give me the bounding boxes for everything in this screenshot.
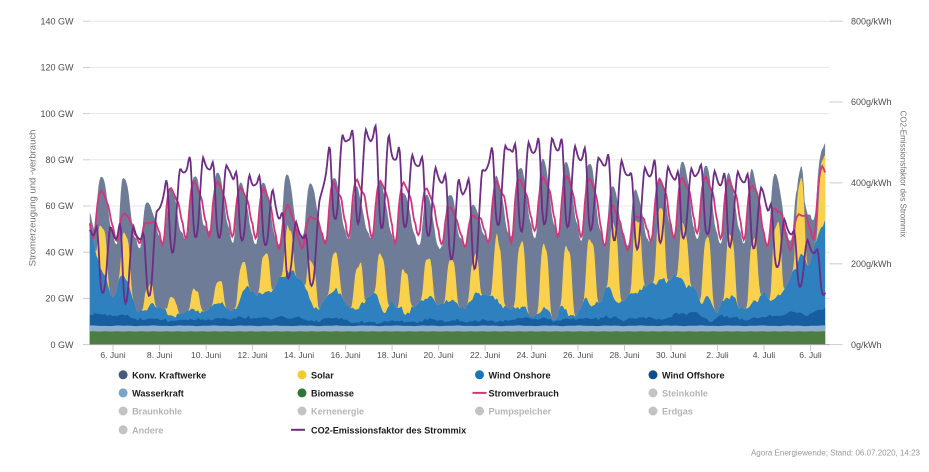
svg-text:140 GW: 140 GW — [40, 16, 74, 26]
svg-text:Wind Offshore: Wind Offshore — [662, 370, 725, 380]
svg-text:200g/kWh: 200g/kWh — [851, 259, 892, 269]
svg-text:Konv. Kraftwerke: Konv. Kraftwerke — [132, 370, 206, 380]
svg-text:40 GW: 40 GW — [45, 247, 74, 257]
svg-text:Wind Onshore: Wind Onshore — [489, 370, 551, 380]
svg-text:CO2-Emissionsfaktor des Stromm: CO2-Emissionsfaktor des Strommix — [311, 425, 466, 435]
svg-text:6. Juni: 6. Juni — [100, 350, 125, 360]
svg-text:0 GW: 0 GW — [50, 340, 74, 350]
svg-text:2. Juli: 2. Juli — [706, 350, 729, 360]
svg-text:30. Juni: 30. Juni — [656, 350, 686, 360]
svg-text:4. Juli: 4. Juli — [753, 350, 776, 360]
svg-text:18. Juni: 18. Juni — [377, 350, 407, 360]
svg-text:16. Juni: 16. Juni — [331, 350, 361, 360]
svg-text:Wasserkraft: Wasserkraft — [132, 388, 184, 398]
svg-text:28. Juni: 28. Juni — [609, 350, 639, 360]
svg-text:Pumpspeicher: Pumpspeicher — [489, 407, 552, 417]
svg-text:800g/kWh: 800g/kWh — [851, 16, 892, 26]
svg-text:0g/kWh: 0g/kWh — [851, 340, 882, 350]
svg-text:Agora Energiewende; Stand: 06.: Agora Energiewende; Stand: 06.07.2020, 1… — [751, 449, 921, 458]
svg-text:Stromerzeugung und -verbrauch: Stromerzeugung und -verbrauch — [28, 130, 39, 267]
svg-text:100 GW: 100 GW — [40, 109, 74, 119]
svg-text:Solar: Solar — [311, 370, 334, 380]
svg-text:22. Juni: 22. Juni — [470, 350, 500, 360]
svg-text:Stromverbrauch: Stromverbrauch — [489, 388, 559, 398]
svg-text:14. Juni: 14. Juni — [284, 350, 314, 360]
svg-text:6. Juli: 6. Juli — [799, 350, 822, 360]
svg-text:CO2-Emissionsfaktor des Stromm: CO2-Emissionsfaktor des Strommix — [899, 111, 908, 238]
svg-text:400g/kWh: 400g/kWh — [851, 178, 892, 188]
svg-text:Kernenergie: Kernenergie — [311, 407, 364, 417]
svg-text:26. Juni: 26. Juni — [563, 350, 593, 360]
svg-text:60 GW: 60 GW — [45, 201, 74, 211]
svg-text:Andere: Andere — [132, 425, 163, 435]
svg-text:20 GW: 20 GW — [45, 294, 74, 304]
svg-text:Biomasse: Biomasse — [311, 388, 354, 398]
svg-text:Steinkohle: Steinkohle — [662, 388, 708, 398]
svg-text:8. Juni: 8. Juni — [147, 350, 172, 360]
svg-text:600g/kWh: 600g/kWh — [851, 97, 892, 107]
svg-text:20. Juni: 20. Juni — [424, 350, 454, 360]
svg-text:80 GW: 80 GW — [45, 155, 74, 165]
svg-text:120 GW: 120 GW — [40, 63, 74, 73]
svg-text:Braunkohle: Braunkohle — [132, 407, 182, 417]
svg-text:24. Juni: 24. Juni — [516, 350, 546, 360]
svg-text:10. Juni: 10. Juni — [191, 350, 221, 360]
svg-text:12. Juni: 12. Juni — [238, 350, 268, 360]
svg-text:Erdgas: Erdgas — [662, 407, 693, 417]
